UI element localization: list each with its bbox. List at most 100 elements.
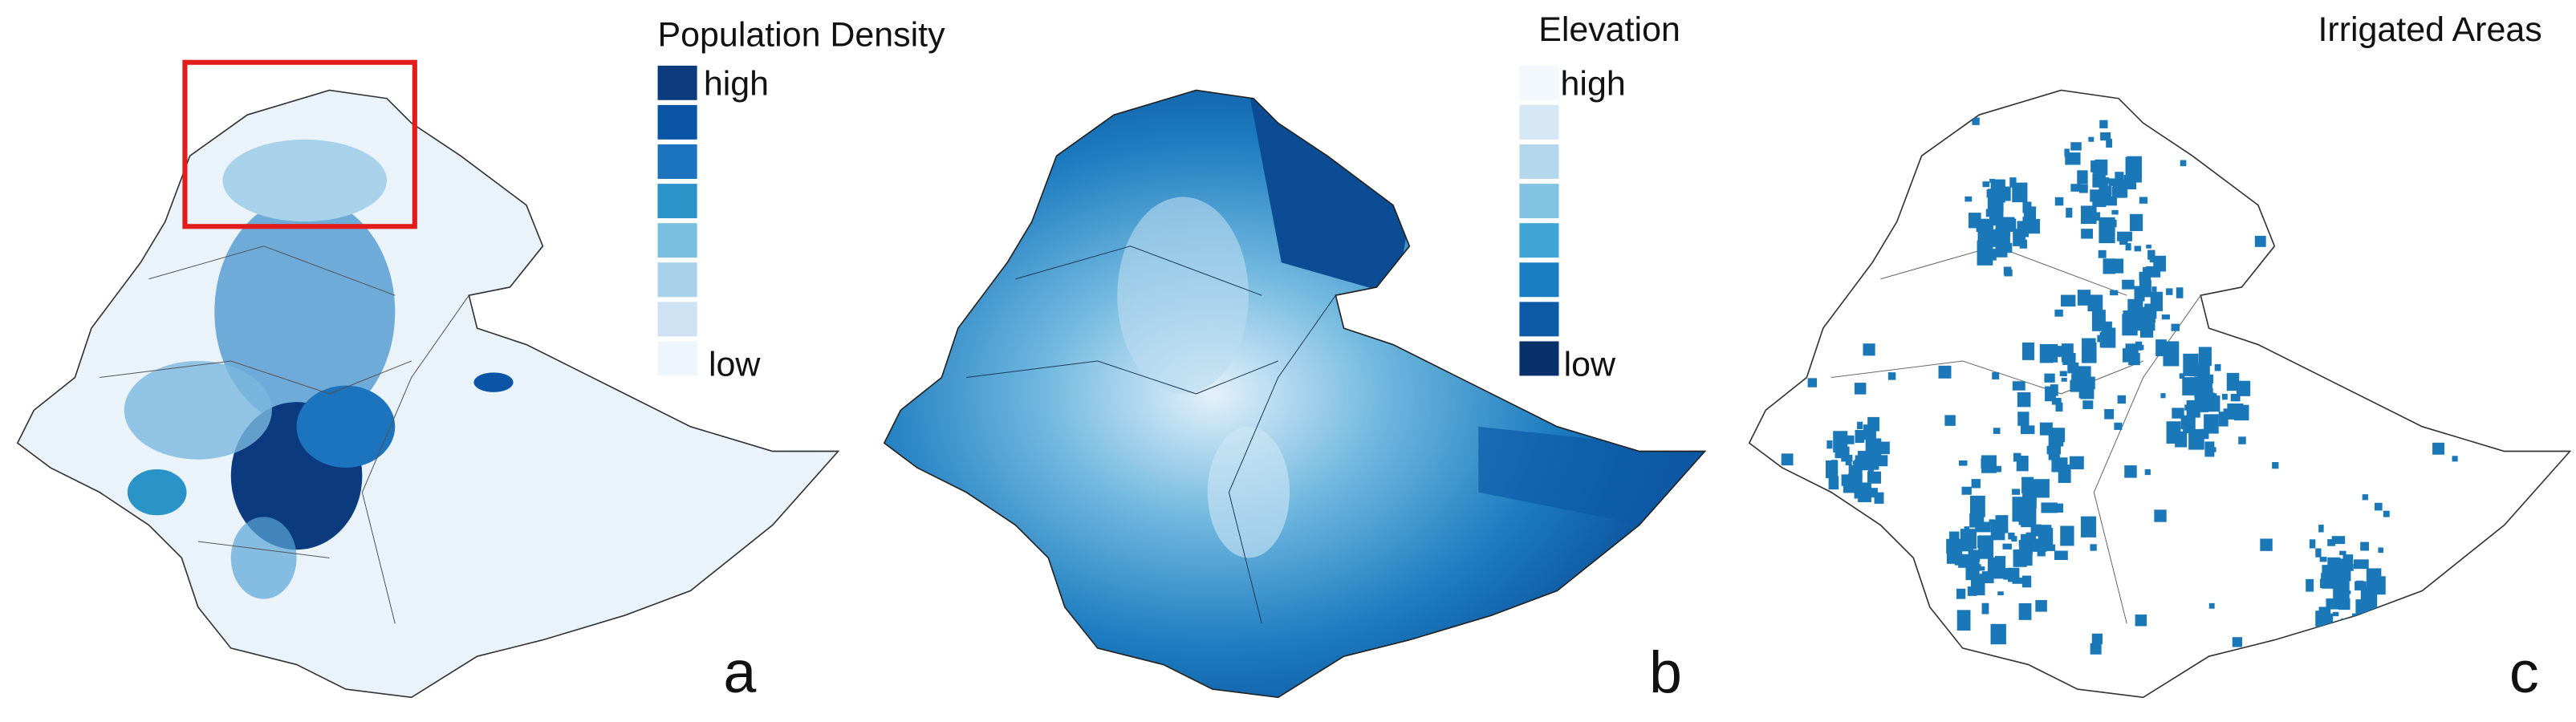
irrigated-cell [2048, 450, 2060, 460]
legend-swatch [1519, 104, 1559, 140]
irrigated-cell [2046, 445, 2062, 455]
irrigated-cell [1995, 222, 2005, 234]
irrigated-cell [2003, 266, 2012, 275]
irrigated-cell [2378, 547, 2383, 554]
irrigated-cell [2355, 599, 2371, 615]
irrigated-cell [1986, 189, 1999, 198]
irrigated-cell [2320, 578, 2330, 589]
irrigated-cell [2100, 132, 2111, 141]
irrigated-cell [2208, 602, 2215, 609]
irrigated-cell [1972, 117, 1980, 125]
irrigated-cell [2030, 525, 2042, 537]
irrigated-cell [2039, 422, 2053, 436]
irrigated-cell [1867, 471, 1882, 484]
irrigated-cell [2342, 554, 2354, 565]
irrigated-cell [2017, 391, 2031, 408]
irrigated-cell [2179, 373, 2185, 379]
irrigated-cell [1854, 485, 1864, 499]
map-elevation [883, 89, 1706, 699]
irrigated-cell [1828, 476, 1839, 490]
irrigated-cell [2144, 468, 2151, 476]
irrigated-cell [2117, 395, 2126, 404]
irrigated-cell [2092, 173, 2106, 188]
irrigated-cell [2087, 294, 2103, 312]
irrigated-cell [2122, 279, 2135, 290]
irrigated-cell [1964, 526, 1970, 535]
legend-swatch [657, 262, 697, 298]
irrigated-cell [2332, 575, 2338, 581]
irrigated-cell [1993, 428, 2001, 434]
irrigated-cell [1794, 194, 1806, 206]
irrigated-cell [2115, 172, 2124, 183]
irrigated-cell [2110, 290, 2119, 296]
irrigated-cell [1810, 289, 1817, 296]
irrigated-cell [2070, 142, 2082, 151]
irrigated-cell [2012, 489, 2021, 495]
irrigated-cell [2403, 649, 2413, 659]
irrigated-cell [2111, 186, 2126, 198]
irrigated-cell [1968, 550, 1981, 562]
irrigated-cell [2182, 377, 2196, 395]
irrigated-cell [2090, 544, 2097, 551]
irrigated-cell [2082, 400, 2094, 409]
irrigated-cell [2054, 309, 2063, 317]
irrigated-cell [2066, 208, 2073, 218]
irrigated-cell [2130, 213, 2143, 232]
irrigated-cell [2051, 397, 2062, 405]
irrigated-cell [2176, 287, 2184, 298]
legend-swatch [1519, 223, 1559, 258]
irrigated-cell [2315, 666, 2326, 678]
irrigated-cells [1774, 115, 2493, 683]
irrigated-cell [2080, 516, 2097, 537]
irrigated-cell [1991, 561, 1997, 568]
irrigated-cell [1971, 479, 1981, 489]
irrigated-cell [2016, 456, 2029, 472]
irrigated-cell [2318, 525, 2324, 533]
irrigated-cell [2306, 156, 2316, 168]
irrigated-cell [2016, 499, 2023, 505]
irrigated-cell [2146, 244, 2151, 249]
irrigated-cell [2184, 404, 2191, 411]
irrigated-cell [2238, 436, 2246, 444]
irrigated-cell [1987, 560, 1995, 568]
irrigated-cell [2027, 218, 2041, 234]
irrigated-cell [2111, 209, 2119, 215]
irrigated-cell [2331, 536, 2346, 545]
irrigated-cell [2366, 568, 2382, 591]
irrigated-cell [1841, 454, 1853, 462]
irrigated-cell [1807, 378, 1818, 387]
irrigated-cell [1837, 449, 1843, 454]
panel-title: Irrigated Areas [2318, 10, 2541, 49]
irrigated-cell [2020, 425, 2035, 435]
irrigated-cell [2362, 494, 2368, 501]
irrigated-cell [1982, 546, 1989, 550]
irrigated-cell [2226, 372, 2240, 391]
irrigated-cell [1981, 458, 1988, 468]
irrigated-cell [1989, 208, 2004, 226]
irrigated-cell [2104, 321, 2112, 331]
irrigated-cell [2065, 152, 2081, 165]
irrigated-cell [1855, 455, 1871, 471]
legend-high: high [704, 65, 769, 103]
irrigated-cell [2102, 177, 2110, 184]
irrigated-cell [2102, 185, 2112, 200]
irrigated-cell [2098, 249, 2107, 258]
irrigated-cell [2083, 383, 2091, 388]
irrigated-cell [2198, 347, 2212, 367]
irrigated-cell [2139, 280, 2151, 298]
highlight-box [182, 59, 417, 229]
irrigated-cell [1863, 424, 1876, 440]
irrigated-cell [1804, 175, 1817, 188]
irrigated-cell [1991, 465, 2001, 473]
irrigated-cell [2161, 314, 2170, 320]
irrigated-cell [2021, 540, 2033, 555]
irrigated-cell [2341, 618, 2355, 633]
irrigated-cell [1826, 440, 1833, 449]
irrigated-cell [1977, 240, 1993, 266]
irrigated-cell [2154, 509, 2167, 522]
irrigated-cell [2147, 249, 2155, 260]
irrigated-cell [2204, 414, 2219, 434]
irrigated-cell [2151, 286, 2157, 292]
irrigated-cell [1857, 421, 1863, 429]
legend-swatch [657, 65, 697, 100]
